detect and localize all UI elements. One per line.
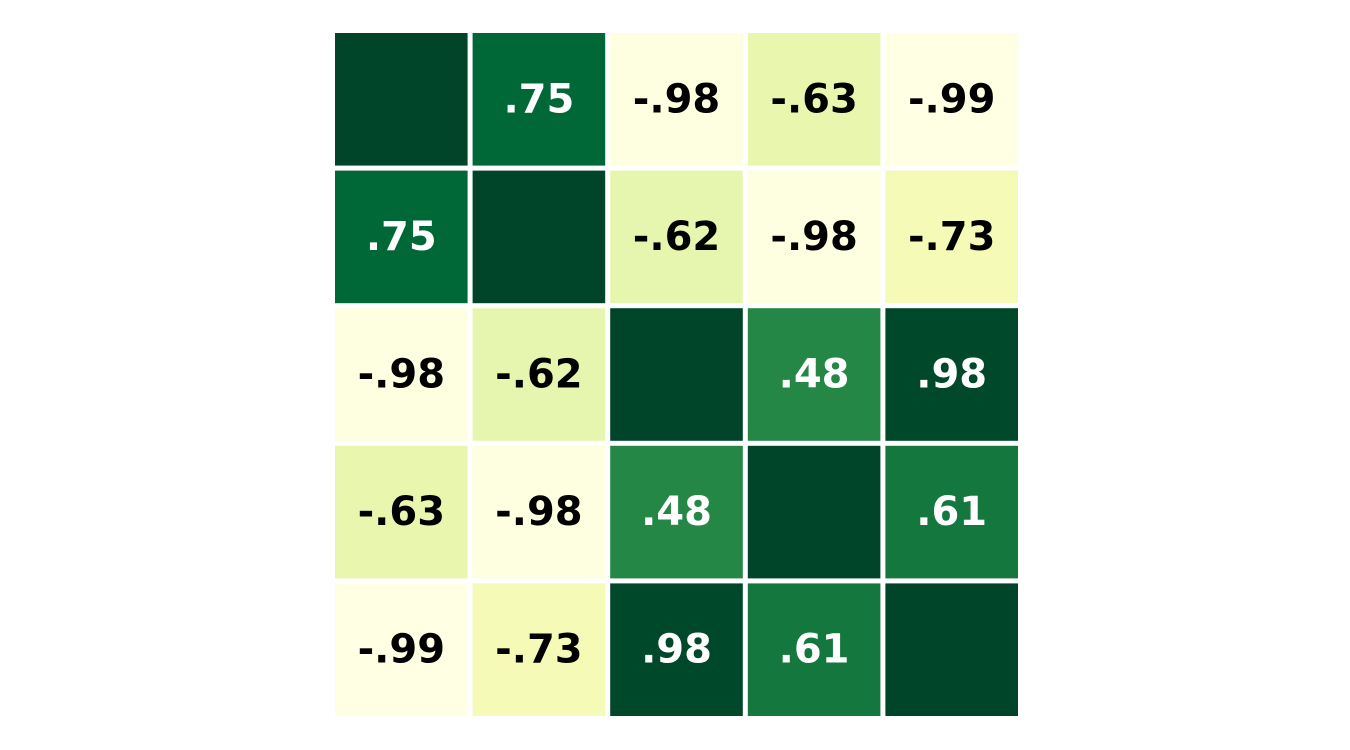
heatmap-cell-r1-c3 bbox=[747, 170, 881, 304]
heatmap-cell-r3-c3 bbox=[747, 445, 881, 579]
heatmap-cell-r0-c3 bbox=[747, 33, 881, 166]
heatmap-cell-label-r2-c1: -.62 bbox=[495, 352, 582, 398]
heatmap-cell-label-r0-c4: -.99 bbox=[908, 76, 995, 122]
heatmap-cell-r3-c0 bbox=[335, 445, 468, 579]
heatmap-cell-label-r1-c2: -.62 bbox=[633, 214, 720, 260]
heatmap-cell-r2-c0 bbox=[335, 308, 468, 441]
heatmap-cell-r0-c2 bbox=[610, 33, 743, 166]
heatmap-cell-r2-c4 bbox=[885, 308, 1018, 441]
heatmap-cell-r4-c3 bbox=[747, 583, 881, 716]
heatmap-cell-label-r3-c4: .61 bbox=[916, 489, 987, 535]
heatmap-cell-label-r0-c3: -.63 bbox=[770, 76, 857, 122]
heatmap-cell-label-r4-c2: .98 bbox=[641, 627, 712, 673]
heatmap-cell-label-r1-c0: .75 bbox=[366, 214, 437, 260]
heatmap-cell-label-r2-c3: .48 bbox=[779, 352, 850, 398]
heatmap-cell-label-r2-c4: .98 bbox=[916, 352, 987, 398]
heatmap-cell-label-r3-c2: .48 bbox=[641, 489, 712, 535]
heatmap-cell-r1-c2 bbox=[610, 170, 743, 304]
heatmap-cell-label-r4-c1: -.73 bbox=[495, 627, 582, 673]
heatmap-cell-r0-c1 bbox=[472, 33, 606, 166]
heatmap-cell-r0-c0 bbox=[335, 33, 468, 166]
heatmap-cell-r3-c2 bbox=[610, 445, 743, 579]
heatmap-cell-r2-c2 bbox=[610, 308, 743, 441]
heatmap-cell-r2-c3 bbox=[747, 308, 881, 441]
heatmap-cell-label-r4-c3: .61 bbox=[779, 627, 850, 673]
heatmap-labels: .75 -.98 -.63 -.99 .75 -.62 -.98 -.73 -.98 -.62 .4… bbox=[358, 76, 996, 672]
heatmap-cell-label-r2-c0: -.98 bbox=[358, 352, 445, 398]
heatmap-cell-r4-c4 bbox=[885, 583, 1018, 716]
heatmap-cell-label-r3-c1: -.98 bbox=[495, 489, 582, 535]
heatmap-cell-r1-c0 bbox=[335, 170, 468, 304]
heatmap-cell-label-r4-c0: -.99 bbox=[358, 627, 445, 673]
heatmap-cell-label-r1-c4: -.73 bbox=[908, 214, 995, 260]
heatmap-cell-label-r0-c1: .75 bbox=[503, 76, 574, 122]
heatmap-cell-r4-c0 bbox=[335, 583, 468, 716]
heatmap-cells bbox=[335, 33, 1018, 716]
heatmap-cell-r1-c4 bbox=[885, 170, 1018, 304]
heatmap-cell-r3-c4 bbox=[885, 445, 1018, 579]
heatmap-cell-r0-c4 bbox=[885, 33, 1018, 166]
heatmap-cell-label-r3-c0: -.63 bbox=[358, 489, 445, 535]
heatmap-cell-label-r0-c2: -.98 bbox=[633, 76, 720, 122]
heatmap-cell-r3-c1 bbox=[472, 445, 606, 579]
heatmap-cell-r4-c1 bbox=[472, 583, 606, 716]
heatmap-cell-r2-c1 bbox=[472, 308, 606, 441]
heatmap-cell-r4-c2 bbox=[610, 583, 743, 716]
heatmap-cell-label-r1-c3: -.98 bbox=[770, 214, 857, 260]
heatmap-cell-r1-c1 bbox=[472, 170, 606, 304]
